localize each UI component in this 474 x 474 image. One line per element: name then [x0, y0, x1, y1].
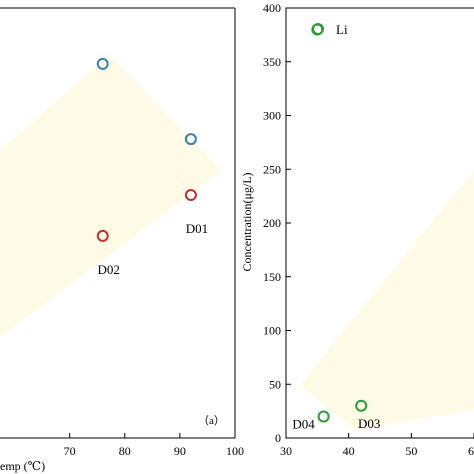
x-tick-label-b-2: 50 [405, 444, 417, 458]
point-b-0-1 [317, 410, 330, 423]
y-tick-label-b-1: 50 [269, 377, 281, 391]
point-label-b-0-1: D04 [292, 417, 315, 432]
legend-label-li: Li [336, 22, 348, 37]
x-tick-label-b-1: 40 [343, 444, 355, 458]
x-tick-label-b-0: 30 [280, 444, 292, 458]
point-a-1-1 [184, 189, 197, 202]
panel-a: 70 80 90 100 D02 D01 （a） emp (℃) [0, 7, 244, 473]
point-a-1-0 [96, 229, 109, 242]
point-label-a-1-0: D02 [98, 262, 120, 277]
y-tick-label-b-2: 100 [263, 324, 281, 338]
y-tick-label-b-3: 150 [263, 270, 281, 284]
y-tick-label-b-4: 200 [263, 216, 281, 230]
y-tick-label-b-0: 0 [275, 431, 281, 445]
x-axis-title-a: emp (℃) [0, 459, 45, 473]
x-tick-label-a-3: 100 [226, 444, 244, 458]
y-axis-title-b: Concentration(μg/L) [240, 172, 254, 271]
shaded-region-a [0, 55, 222, 338]
x-ticks-b: 30 40 50 60 [280, 433, 474, 458]
x-tick-label-b-3: 60 [468, 444, 474, 458]
y-tick-label-b-8: 400 [263, 1, 281, 15]
x-ticks-a: 70 80 90 100 [64, 433, 244, 458]
y-ticks-b: 0 50 100 150 200 250 300 350 400 [263, 1, 291, 445]
y-tick-label-b-7: 350 [263, 55, 281, 69]
x-tick-label-a-1: 80 [119, 444, 131, 458]
point-label-a-1-1: D01 [186, 221, 208, 236]
x-tick-label-a-0: 70 [64, 444, 76, 458]
shaded-region-b [300, 170, 474, 430]
x-tick-label-a-2: 90 [174, 444, 186, 458]
point-b-0-2 [355, 399, 368, 412]
panel-b: 0 50 100 150 200 250 300 350 400 30 40 50 60 D04 D03… [240, 1, 474, 458]
point-a-0-1 [184, 133, 197, 146]
legend-marker-li [312, 23, 324, 35]
y-tick-label-b-6: 300 [263, 109, 281, 123]
panel-tag-a: （a） [198, 414, 225, 427]
point-a-0-0 [96, 57, 109, 70]
point-label-b-0-2: D03 [358, 416, 380, 431]
points-a: D02 D01 [96, 57, 208, 277]
y-tick-label-b-5: 250 [263, 162, 281, 176]
